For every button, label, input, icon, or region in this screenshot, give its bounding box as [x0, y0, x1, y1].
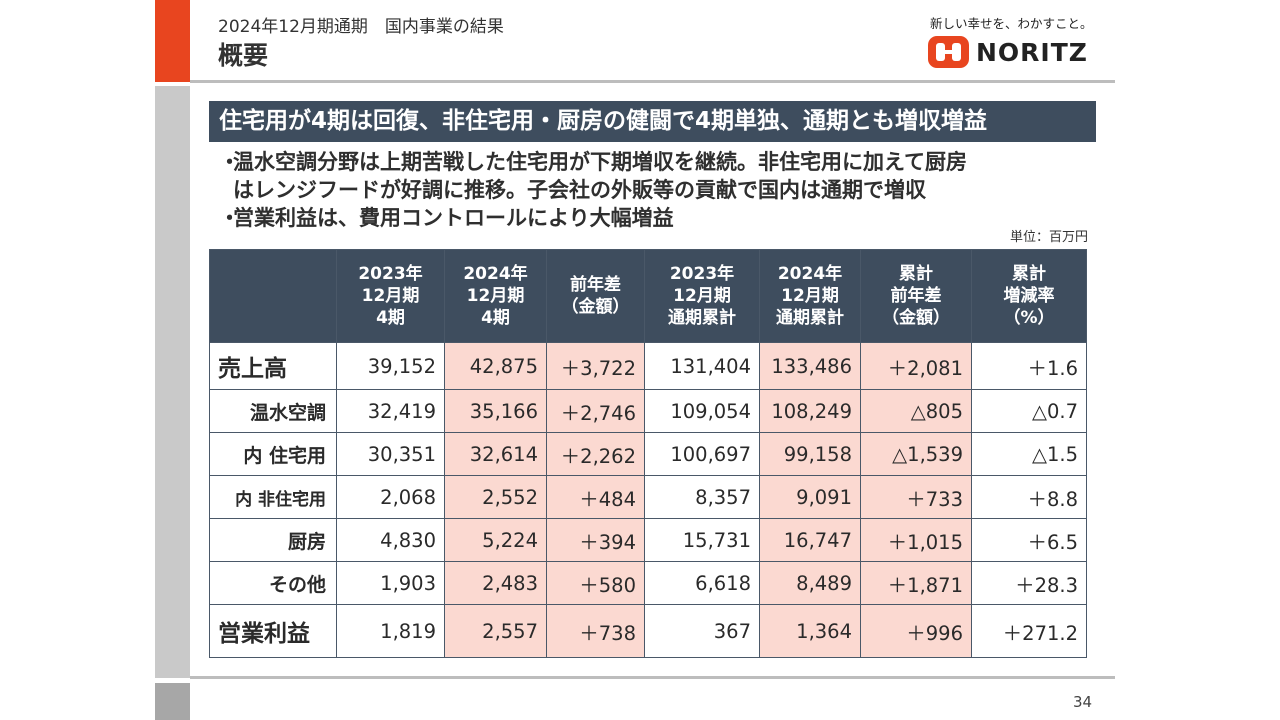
table-cell: 99,158	[759, 432, 861, 476]
table-cell: ＋1,871	[860, 561, 972, 605]
table-row: その他 1,903 2,483 ＋580 6,618 8,489 ＋1,871 …	[209, 561, 1087, 605]
row-label: 厨房	[209, 518, 337, 562]
side-bar-bottom	[155, 683, 190, 720]
column-header: 2023年 12月期 通期累計	[644, 249, 760, 343]
table-cell: 109,054	[644, 389, 760, 433]
row-label: その他	[209, 561, 337, 605]
table-cell: ＋6.5	[971, 518, 1087, 562]
table-header-row: 2023年 12月期 4期 2024年 12月期 4期 前年差 （金額） 202…	[209, 249, 1087, 343]
column-header: 2024年 12月期 通期累計	[759, 249, 861, 343]
table-cell: ＋8.8	[971, 475, 1087, 519]
bullet-dot: ・	[219, 206, 240, 230]
bullet-item: ・ 温水空調分野は上期苦戦した住宅用が下期増収を継続。非住宅用に加えて厨房	[219, 148, 1099, 176]
table-cell: 1,903	[336, 561, 445, 605]
table-cell: 16,747	[759, 518, 861, 562]
bullet-text: はレンジフードが好調に推移。子会社の外販等の貢献で国内は通期で増収	[233, 178, 926, 202]
page-title: 概要	[218, 41, 269, 70]
row-label: 温水空調	[209, 389, 337, 433]
unit-label: 単位：百万円	[1010, 230, 1089, 245]
column-header	[209, 249, 337, 343]
period-label: 2024年12月期通期 国内事業の結果	[218, 17, 504, 37]
table-cell: 30,351	[336, 432, 445, 476]
table-cell: 2,557	[444, 604, 547, 658]
table-cell: 9,091	[759, 475, 861, 519]
table-cell: 367	[644, 604, 760, 658]
bullet-item: ・ 営業利益は、費用コントロールにより大幅増益	[219, 204, 1099, 232]
headline-banner: 住宅用が4期は回復、非住宅用・厨房の健闘で4期単独、通期とも増収増益	[209, 101, 1096, 142]
table-cell: ＋996	[860, 604, 972, 658]
table-cell: ＋1.6	[971, 342, 1087, 390]
row-label: 売上高	[209, 342, 337, 390]
table-cell: △1,539	[860, 432, 972, 476]
table-row: 内 非住宅用 2,068 2,552 ＋484 8,357 9,091 ＋733…	[209, 475, 1087, 519]
table-cell: ＋2,262	[546, 432, 645, 476]
summary-bullets: ・ 温水空調分野は上期苦戦した住宅用が下期増収を継続。非住宅用に加えて厨房 はレ…	[219, 148, 1099, 232]
header-divider	[190, 80, 1115, 83]
column-header: 2024年 12月期 4期	[444, 249, 547, 343]
row-label: 内 非住宅用	[209, 475, 337, 519]
table-cell: 8,489	[759, 561, 861, 605]
accent-bar	[155, 0, 190, 82]
column-header: 前年差 （金額）	[546, 249, 645, 343]
table-cell: △805	[860, 389, 972, 433]
table-cell: ＋271.2	[971, 604, 1087, 658]
table-cell: 2,483	[444, 561, 547, 605]
row-label: 営業利益	[209, 604, 337, 658]
table-cell: 35,166	[444, 389, 547, 433]
table-cell: 2,068	[336, 475, 445, 519]
column-header: 累計 増減率 （%）	[971, 249, 1087, 343]
table-cell: 4,830	[336, 518, 445, 562]
table-cell: ＋2,746	[546, 389, 645, 433]
table-cell: ＋2,081	[860, 342, 972, 390]
table-cell: 32,419	[336, 389, 445, 433]
table-cell: ＋1,015	[860, 518, 972, 562]
table-cell: ＋733	[860, 475, 972, 519]
table-cell: 6,618	[644, 561, 760, 605]
bullet-text: 営業利益は、費用コントロールにより大幅増益	[233, 206, 674, 230]
table-cell: ＋738	[546, 604, 645, 658]
table-cell: 32,614	[444, 432, 547, 476]
table-cell: 39,152	[336, 342, 445, 390]
bullet-continuation: はレンジフードが好調に推移。子会社の外販等の貢献で国内は通期で増収	[219, 176, 1099, 204]
slide: 2024年12月期通期 国内事業の結果 概要 新しい幸せを、わかすこと。 NOR…	[155, 0, 1115, 720]
table-cell: 8,357	[644, 475, 760, 519]
table-cell: 108,249	[759, 389, 861, 433]
column-header: 2023年 12月期 4期	[336, 249, 445, 343]
table-cell: ＋394	[546, 518, 645, 562]
page-number: 34	[1073, 693, 1093, 711]
table-cell: △0.7	[971, 389, 1087, 433]
bullet-text: 温水空調分野は上期苦戦した住宅用が下期増収を継続。非住宅用に加えて厨房	[233, 150, 967, 174]
table-cell: ＋484	[546, 475, 645, 519]
row-label: 内 住宅用	[209, 432, 337, 476]
table-cell: 1,819	[336, 604, 445, 658]
brand-name: NORITZ	[976, 37, 1088, 67]
table-cell: ＋28.3	[971, 561, 1087, 605]
noritz-logo-icon	[928, 36, 969, 68]
noritz-logo: NORITZ	[928, 36, 1088, 68]
table-cell: 2,552	[444, 475, 547, 519]
results-table: 2023年 12月期 4期 2024年 12月期 4期 前年差 （金額） 202…	[209, 249, 1087, 658]
table-cell: 42,875	[444, 342, 547, 390]
footer-divider	[190, 676, 1115, 679]
column-header: 累計 前年差 （金額）	[860, 249, 972, 343]
table-cell: 100,697	[644, 432, 760, 476]
table-cell: ＋3,722	[546, 342, 645, 390]
table-row: 内 住宅用 30,351 32,614 ＋2,262 100,697 99,15…	[209, 432, 1087, 476]
table-row: 営業利益 1,819 2,557 ＋738 367 1,364 ＋996 ＋27…	[209, 604, 1087, 658]
table-cell: ＋580	[546, 561, 645, 605]
table-cell: 5,224	[444, 518, 547, 562]
table-cell: 15,731	[644, 518, 760, 562]
table-row: 温水空調 32,419 35,166 ＋2,746 109,054 108,24…	[209, 389, 1087, 433]
table-row: 厨房 4,830 5,224 ＋394 15,731 16,747 ＋1,015…	[209, 518, 1087, 562]
table-cell: 133,486	[759, 342, 861, 390]
brand-tagline: 新しい幸せを、わかすこと。	[930, 16, 1093, 31]
table-cell: △1.5	[971, 432, 1087, 476]
table-cell: 1,364	[759, 604, 861, 658]
bullet-dot: ・	[219, 150, 240, 174]
side-bar	[155, 86, 190, 678]
table-cell: 131,404	[644, 342, 760, 390]
table-row: 売上高 39,152 42,875 ＋3,722 131,404 133,486…	[209, 342, 1087, 390]
